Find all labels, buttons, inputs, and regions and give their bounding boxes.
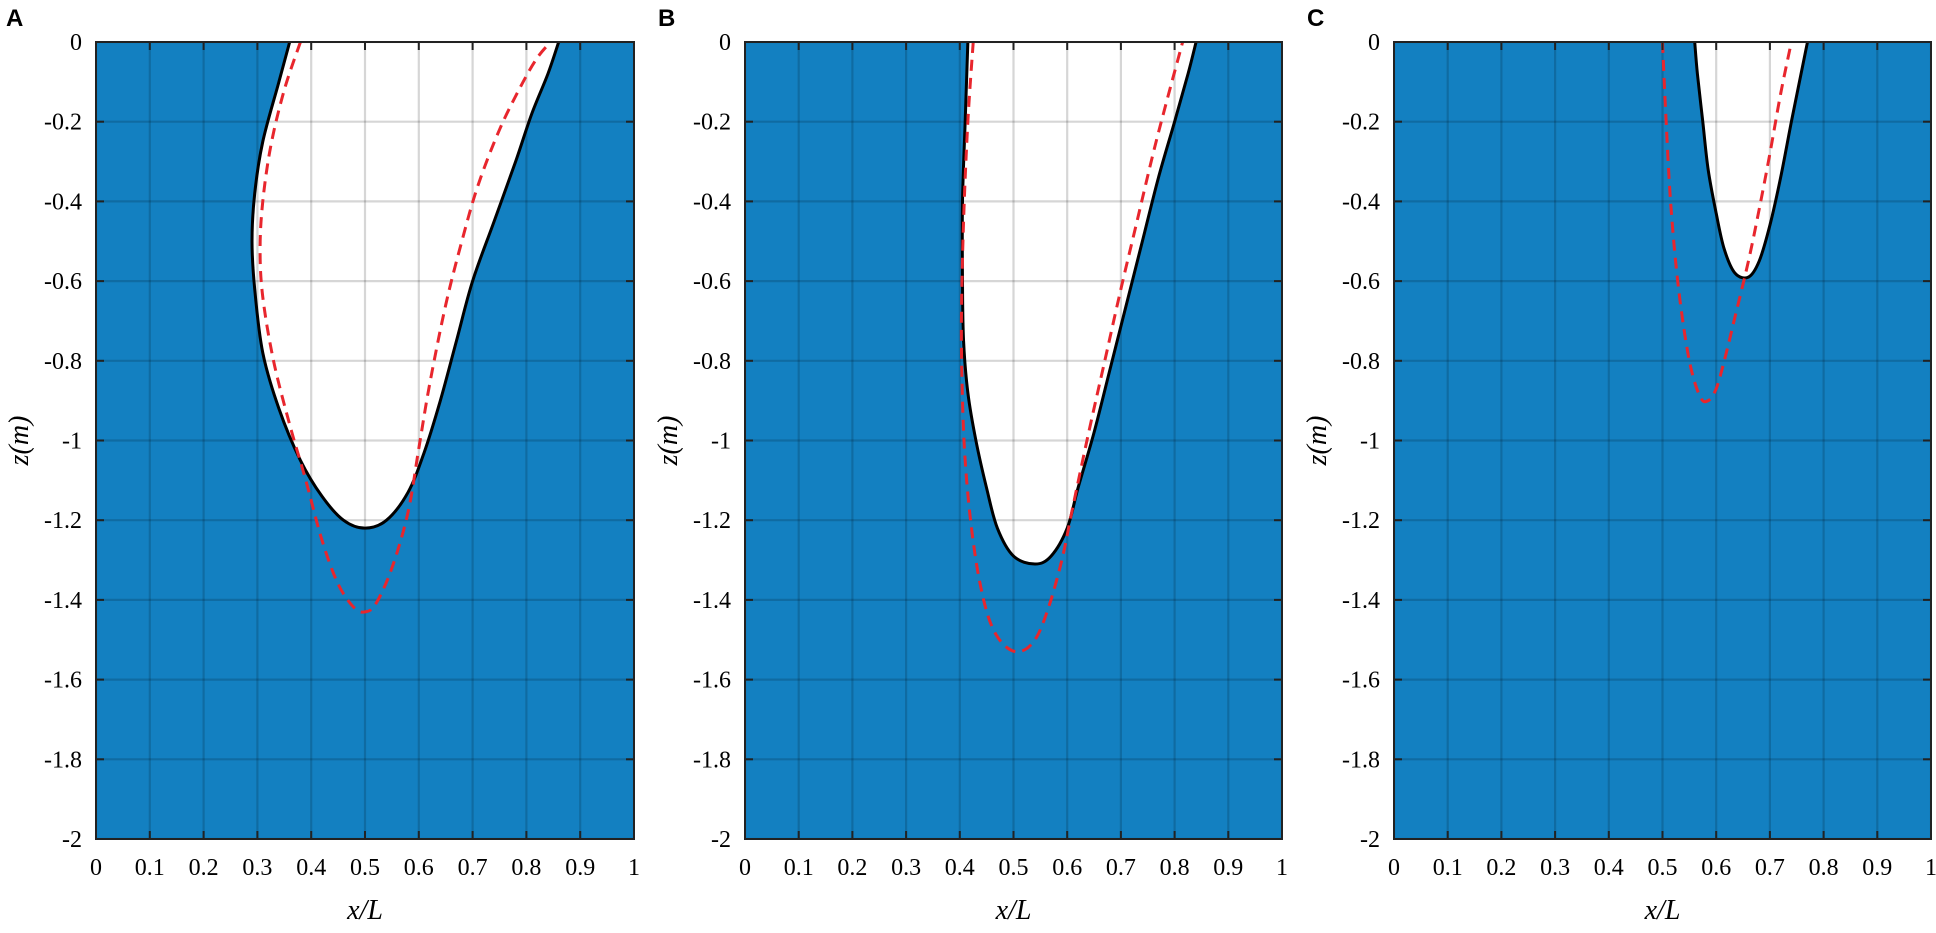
y-tick-label: -1.2 [1342, 508, 1380, 534]
grid [745, 42, 1282, 839]
dashed-profile-line [258, 42, 552, 614]
grid [96, 42, 634, 839]
y-tick-label: -0.6 [693, 269, 731, 295]
y-tick-label: -1.6 [693, 668, 731, 694]
x-tick-label: 0.1 [1433, 855, 1463, 881]
y-tick-label: -0.4 [693, 189, 731, 215]
x-tick-label: 0.5 [999, 855, 1029, 881]
x-tick-label: 0.1 [135, 855, 165, 881]
dashed-profile-line [1661, 42, 1793, 404]
x-tick-label: 0.9 [565, 855, 595, 881]
y-tick-label: -1 [1360, 429, 1380, 455]
fill-region [1394, 42, 1931, 839]
x-tick-label: 0.2 [1486, 855, 1516, 881]
x-tick-label: 0 [739, 855, 751, 881]
x-tick-label: 0.5 [350, 855, 380, 881]
y-tick-label: -1.8 [44, 747, 82, 773]
x-tick-label: 0.2 [189, 855, 219, 881]
panel-a: A 0 0.1 0.2 0.3 0.4 0.5 0.6 0.7 0.8 0.9 1 0 -0.2 -0.4 -… [4, 5, 640, 926]
solid-profile-line [250, 42, 561, 530]
x-tick-label: 1 [1276, 855, 1288, 881]
grid [1394, 42, 1931, 839]
x-tick-label: 0.4 [1594, 855, 1624, 881]
panel-label: A [6, 5, 23, 32]
x-tick-label: 0.1 [784, 855, 814, 881]
y-tick-label: -0.2 [1342, 110, 1380, 136]
y-tick-label: -2 [1360, 827, 1380, 853]
x-tick-label: 0.9 [1862, 855, 1892, 881]
cavity-region [962, 42, 1197, 565]
y-tick-label: -0.8 [1342, 349, 1380, 375]
y-tick-label: -2 [711, 827, 731, 853]
x-tick-label: 0 [90, 855, 102, 881]
x-tick-label: 1 [1925, 855, 1936, 881]
x-tick-label: 0.4 [945, 855, 975, 881]
y-tick-label: -1.2 [44, 508, 82, 534]
panel-b: B 0 0.1 0.2 0.3 0.4 0.5 0.6 0.7 0.8 0.9 1 0 -0.2 -0.4 -… [653, 5, 1288, 926]
y-tick-label: -1 [62, 429, 82, 455]
dashed-profile-line [959, 42, 1185, 654]
x-axis-label: x/L [346, 895, 383, 926]
x-tick-label: 0.6 [404, 855, 434, 881]
x-tick-label: 0.6 [1701, 855, 1731, 881]
y-tick-label: 0 [1368, 30, 1380, 56]
x-tick-label: 0.2 [837, 855, 867, 881]
x-axis-label: x/L [995, 895, 1032, 926]
y-tick-label: -0.6 [1342, 269, 1380, 295]
panel-label: B [658, 5, 675, 32]
y-tick-label: -0.2 [693, 110, 731, 136]
y-tick-label: 0 [70, 30, 82, 56]
x-tick-label: 0.7 [1106, 855, 1136, 881]
plot-area [96, 42, 634, 839]
y-tick-label: -1.8 [1342, 747, 1380, 773]
x-tick-label: 0.6 [1052, 855, 1082, 881]
y-tick-label: -2 [62, 827, 82, 853]
x-tick-label: 0.5 [1648, 855, 1678, 881]
y-tick-label: -1.8 [693, 747, 731, 773]
x-tick-label: 0.8 [1809, 855, 1839, 881]
y-tick-label: -0.6 [44, 269, 82, 295]
panel-label: C [1307, 5, 1324, 32]
y-tick-label: -0.4 [1342, 189, 1380, 215]
y-tick-label: 0 [719, 30, 731, 56]
x-tick-label: 0.9 [1213, 855, 1243, 881]
x-tick-label: 0 [1388, 855, 1400, 881]
y-tick-label: -1.4 [44, 588, 82, 614]
panel-c: C 0 0.1 0.2 0.3 0.4 0.5 0.6 0.7 0.8 0.9 1 0 -0.2 -0.4 -… [1302, 5, 1936, 926]
y-tick-label: -0.8 [693, 349, 731, 375]
solid-profile-line [1693, 42, 1809, 280]
y-tick-label: -1 [711, 429, 731, 455]
y-axis-label: z(m) [4, 416, 35, 467]
plot-area [1394, 42, 1931, 839]
x-tick-label: 0.7 [458, 855, 488, 881]
y-tick-label: -1.4 [693, 588, 731, 614]
cavity-region [252, 42, 559, 529]
x-tick-label: 1 [628, 855, 640, 881]
x-tick-label: 0.3 [891, 855, 921, 881]
y-tick-label: -1.2 [693, 508, 731, 534]
x-tick-label: 0.8 [511, 855, 541, 881]
plot-area [745, 42, 1282, 839]
x-axis-label: x/L [1644, 895, 1681, 926]
x-tick-label: 0.3 [242, 855, 272, 881]
y-tick-label: -0.4 [44, 189, 82, 215]
y-tick-label: -0.2 [44, 110, 82, 136]
cavity-region [1694, 42, 1808, 279]
x-tick-label: 0.4 [296, 855, 326, 881]
x-tick-label: 0.7 [1755, 855, 1785, 881]
y-tick-label: -1.6 [44, 668, 82, 694]
x-tick-label: 0.8 [1160, 855, 1190, 881]
y-tick-label: -1.6 [1342, 668, 1380, 694]
x-tick-label: 0.3 [1540, 855, 1570, 881]
y-tick-label: -0.8 [44, 349, 82, 375]
y-axis-label: z(m) [653, 416, 684, 467]
y-tick-label: -1.4 [1342, 588, 1380, 614]
y-axis-label: z(m) [1302, 416, 1333, 467]
